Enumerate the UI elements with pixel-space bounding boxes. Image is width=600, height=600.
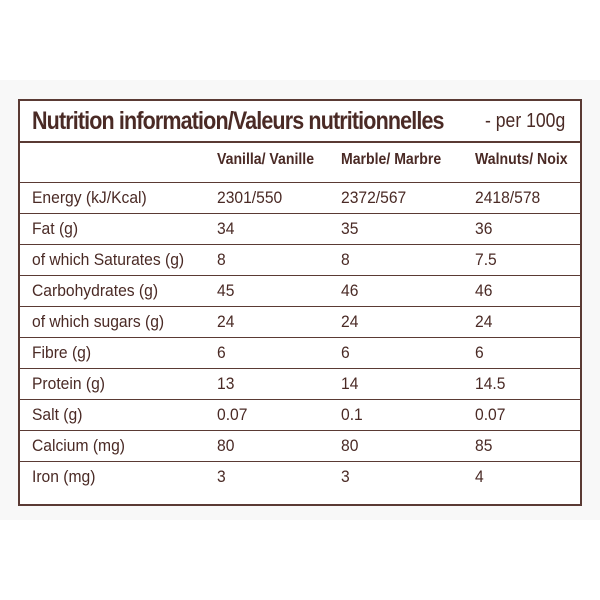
nutrition-title: Nutrition information/Valeurs nutritionn… <box>32 107 445 135</box>
nutrient-name: Calcium (mg) <box>32 436 125 455</box>
marble-value: 80 <box>341 436 359 455</box>
vanilla-value: 0.07 <box>217 405 248 424</box>
nutrient-name: Carbohydrates (g) <box>32 281 159 300</box>
table-row: Salt (g) 0.07 0.1 0.07 <box>20 400 580 431</box>
nutrient-name: Fibre (g) <box>32 343 92 362</box>
nutrient-name: Fat (g) <box>32 219 79 238</box>
marble-value: 3 <box>341 467 350 486</box>
marble-value: 35 <box>341 219 359 238</box>
vanilla-value: 2301/550 <box>217 188 283 207</box>
table-row: Energy (kJ/Kcal) 2301/550 2372/567 2418/… <box>20 183 580 214</box>
table-row: Calcium (mg) 80 80 85 <box>20 431 580 462</box>
walnuts-value: 46 <box>475 281 493 300</box>
vanilla-value: 80 <box>217 436 235 455</box>
table-row: Iron (mg) 3 3 4 <box>20 462 580 493</box>
vanilla-value: 6 <box>217 343 226 362</box>
marble-value: 8 <box>341 250 350 269</box>
table-row: of which sugars (g) 24 24 24 <box>20 307 580 338</box>
nutrition-rows: Energy (kJ/Kcal) 2301/550 2372/567 2418/… <box>20 183 580 493</box>
column-header-walnuts: Walnuts/ Noix <box>475 151 568 168</box>
walnuts-value: 85 <box>475 436 493 455</box>
table-row: Carbohydrates (g) 45 46 46 <box>20 276 580 307</box>
walnuts-value: 4 <box>475 467 484 486</box>
vanilla-value: 3 <box>217 467 226 486</box>
walnuts-value: 36 <box>475 219 493 238</box>
nutrient-name: Salt (g) <box>32 405 83 424</box>
walnuts-value: 7.5 <box>475 250 497 269</box>
vanilla-value: 13 <box>217 374 235 393</box>
vanilla-value: 34 <box>217 219 235 238</box>
walnuts-value: 24 <box>475 312 493 331</box>
vanilla-value: 45 <box>217 281 235 300</box>
table-row: of which Saturates (g) 8 8 7.5 <box>20 245 580 276</box>
marble-value: 6 <box>341 343 350 362</box>
table-row: Fat (g) 34 35 36 <box>20 214 580 245</box>
marble-value: 0.1 <box>341 405 363 424</box>
vanilla-value: 8 <box>217 250 226 269</box>
nutrient-name: Energy (kJ/Kcal) <box>32 188 147 207</box>
table-row: Protein (g) 13 14 14.5 <box>20 369 580 400</box>
walnuts-value: 0.07 <box>475 405 506 424</box>
per-100g-label: - per 100g <box>485 110 566 132</box>
marble-value: 14 <box>341 374 359 393</box>
column-header-vanilla: Vanilla/ Vanille <box>217 151 315 168</box>
table-row: Fibre (g) 6 6 6 <box>20 338 580 369</box>
column-header-row: Vanilla/ Vanille Marble/ Marbre Walnuts/… <box>20 143 580 183</box>
walnuts-value: 6 <box>475 343 484 362</box>
nutrient-name: of which sugars (g) <box>32 312 165 331</box>
nutrition-table: Nutrition information/Valeurs nutritionn… <box>18 99 582 506</box>
marble-value: 24 <box>341 312 359 331</box>
nutrient-name: Iron (mg) <box>32 467 96 486</box>
nutrient-name: of which Saturates (g) <box>32 250 185 269</box>
walnuts-value: 2418/578 <box>475 188 541 207</box>
vanilla-value: 24 <box>217 312 235 331</box>
nutrient-name: Protein (g) <box>32 374 106 393</box>
marble-value: 2372/567 <box>341 188 407 207</box>
title-row: Nutrition information/Valeurs nutritionn… <box>20 101 580 143</box>
marble-value: 46 <box>341 281 359 300</box>
column-header-marble: Marble/ Marbre <box>341 151 442 168</box>
walnuts-value: 14.5 <box>475 374 506 393</box>
